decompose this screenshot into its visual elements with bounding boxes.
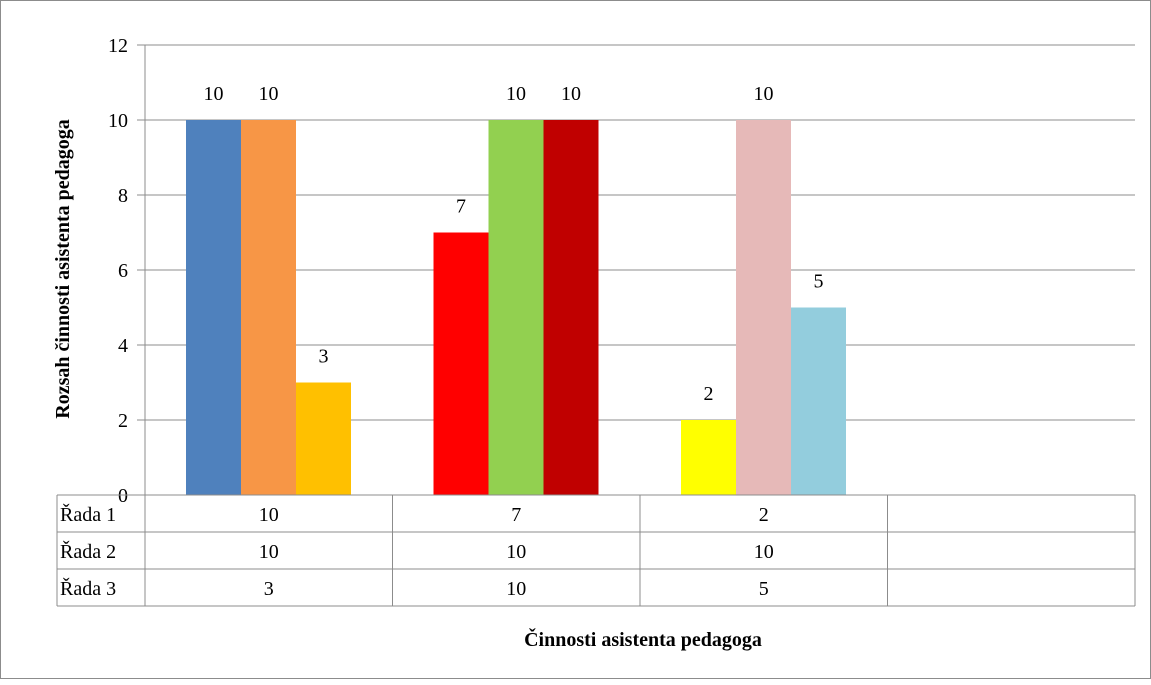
data-label: 10 [561,83,581,105]
bars [186,120,846,495]
bar [543,120,599,495]
data-label: 10 [506,83,526,105]
bar [241,120,296,495]
bar [736,120,791,495]
bar [488,120,544,495]
table-cell: 5 [759,578,769,600]
table-cell: 7 [511,504,521,526]
bar [186,120,241,495]
y-axis-title: Rozsah činnosti asistenta pedagoga [52,119,74,418]
x-axis-title: Činnosti asistenta pedagoga [524,627,762,651]
table-cell: 10 [754,541,774,563]
bar [296,382,351,495]
bar [433,232,489,495]
table-row-header: Řada 3 [60,577,116,600]
table-row-header: Řada 2 [60,540,116,563]
table-cell: 10 [506,578,526,600]
table-cell: 2 [759,504,769,526]
y-tick-label: 4 [118,335,128,357]
data-label: 5 [814,271,824,293]
data-label: 2 [704,383,714,405]
gridlines [145,44,1135,421]
y-tick-label: 8 [118,185,128,207]
y-tick-label: 0 [118,485,128,507]
table-cell: 10 [506,541,526,563]
table-row-header: Řada 1 [60,503,116,526]
data-label: 10 [204,83,224,105]
table-cell: 10 [259,504,279,526]
table-cell: 3 [264,578,274,600]
data-labels: 10 7 2 10 10 10 3 10 5 [204,83,824,405]
data-label: 10 [754,83,774,105]
y-tick-label: 2 [118,410,128,432]
bar [681,420,736,495]
data-label: 10 [259,83,279,105]
data-table: Řada 1 10 7 2 Řada 2 10 10 10 Řada 3 3 10 5 [56,494,1136,607]
bar [791,307,846,495]
data-label: 7 [456,196,466,218]
y-tick-label: 6 [118,260,128,282]
y-axis: 0 2 4 6 8 10 12 [108,35,146,507]
y-tick-label: 10 [108,110,128,132]
table-cell: 10 [259,541,279,563]
data-label: 3 [319,346,329,368]
y-tick-label: 12 [108,35,128,57]
